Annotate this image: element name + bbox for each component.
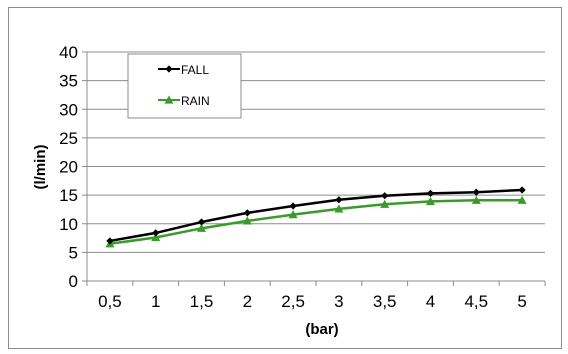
x-tick-label-4: 4 bbox=[426, 292, 435, 311]
y-tick-label-0: 0 bbox=[69, 272, 78, 291]
y-tick-label-10: 10 bbox=[59, 215, 78, 234]
point-fall bbox=[426, 189, 435, 198]
point-rain bbox=[471, 195, 481, 204]
point-rain bbox=[242, 216, 252, 225]
x-tick-label-1,5: 1,5 bbox=[190, 292, 214, 311]
x-tick-label-2,5: 2,5 bbox=[281, 292, 305, 311]
y-tick-label-20: 20 bbox=[59, 158, 78, 177]
axes bbox=[82, 51, 546, 286]
y-tick-label-5: 5 bbox=[69, 243, 78, 262]
point-fall bbox=[152, 229, 160, 237]
point-fall bbox=[472, 188, 480, 196]
legend-box bbox=[127, 53, 242, 119]
y-axis-title: (l/min) bbox=[32, 145, 49, 190]
point-rain bbox=[380, 199, 390, 208]
x-tick-label-0,5: 0,5 bbox=[98, 292, 122, 311]
point-fall bbox=[335, 196, 343, 204]
x-axis-title: (bar) bbox=[305, 321, 338, 338]
legend-marker-rain bbox=[164, 95, 174, 104]
x-tick-label-1: 1 bbox=[151, 292, 160, 311]
x-tick-label-5: 5 bbox=[517, 292, 526, 311]
point-fall bbox=[106, 237, 114, 245]
y-tick-label-25: 25 bbox=[59, 129, 78, 148]
point-fall bbox=[289, 202, 297, 210]
x-tick-label-3: 3 bbox=[334, 292, 343, 311]
x-tick-label-2: 2 bbox=[243, 292, 252, 311]
x-tick-label-3,5: 3,5 bbox=[373, 292, 397, 311]
point-fall bbox=[243, 209, 251, 217]
legend: FALL RAIN bbox=[127, 53, 242, 119]
point-rain bbox=[151, 232, 161, 242]
y-tick-label-40: 40 bbox=[59, 43, 78, 62]
y-tick-label-15: 15 bbox=[59, 186, 78, 205]
legend-label-rain: RAIN bbox=[181, 94, 210, 108]
x-tick-label-4,5: 4,5 bbox=[464, 292, 488, 311]
point-rain bbox=[197, 223, 206, 232]
point-fall bbox=[197, 218, 206, 226]
point-rain bbox=[517, 195, 527, 204]
point-fall bbox=[381, 192, 389, 200]
y-tick-label-35: 35 bbox=[59, 72, 78, 91]
point-rain bbox=[334, 204, 344, 213]
gridlines bbox=[87, 51, 545, 253]
legend-label-fall: FALL bbox=[181, 63, 209, 77]
point-rain bbox=[426, 196, 435, 206]
x-tick-labels: 0,5 1 1,5 2 2,5 3 3,5 4 4,5 5 bbox=[98, 292, 527, 311]
legend-marker-fall bbox=[165, 65, 173, 73]
series-line-fall bbox=[109, 188, 523, 243]
point-rain bbox=[288, 210, 298, 219]
y-tick-labels: 0 5 10 15 20 25 30 35 40 bbox=[59, 43, 78, 291]
series-layer bbox=[105, 186, 527, 248]
series-line-rain bbox=[109, 199, 523, 246]
point-fall bbox=[518, 186, 526, 194]
y-tick-label-30: 30 bbox=[59, 100, 78, 119]
chart-frame bbox=[8, 7, 562, 349]
